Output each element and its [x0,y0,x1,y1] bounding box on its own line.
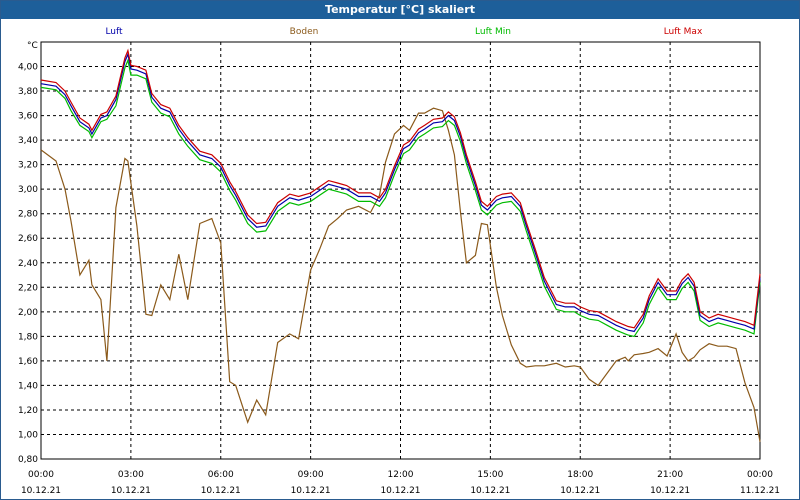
y-tick-label: 4,00 [18,63,38,73]
y-tick-label: 1,60 [18,357,38,367]
y-tick-label: 1,20 [18,406,38,416]
x-tick-date: 10.12.21 [470,486,510,496]
y-axis-label: °C [27,41,38,51]
y-tick-label: 2,20 [18,283,38,293]
grid-lines [41,42,760,460]
y-tick-label: 3,60 [18,112,38,122]
x-tick-time: 15:00 [477,470,503,480]
legend-item-luft-min: Luft Min [475,27,511,37]
series-line-luft-max [40,48,761,329]
y-tick-label: 1,80 [18,332,38,342]
x-tick-time: 06:00 [208,470,234,480]
y-tick-label: 2,00 [18,308,38,318]
y-tick-label: 3,00 [18,185,38,195]
x-tick-date: 11.12.21 [740,486,780,496]
x-tick-date: 10.12.21 [380,486,420,496]
y-tick-label: 3,40 [18,136,38,146]
x-tick-date: 10.12.21 [650,486,690,496]
series-lines [40,48,761,442]
y-tick-label: 2,60 [18,234,38,244]
legend-item-luft: Luft [105,27,123,37]
legend: Luft Boden Luft Min Luft Max [105,27,703,37]
window-title: Temperatur [°C] skaliert [1,1,799,19]
legend-item-boden: Boden [290,27,319,37]
x-tick-time: 21:00 [657,470,683,480]
x-tick-date: 10.12.21 [201,486,241,496]
x-tick-time: 12:00 [388,470,414,480]
x-tick-date: 10.12.21 [291,486,331,496]
series-line-boden [40,107,761,442]
plot-frame [40,41,761,460]
y-tick-label: 1,40 [18,381,38,391]
y-tick-label: 3,80 [18,87,38,97]
y-tick-label: 0,80 [18,455,38,465]
y-tick-label: 2,80 [18,210,38,220]
x-tick-date: 10.12.21 [21,486,61,496]
y-tick-label: 2,40 [18,259,38,269]
y-tick-label: 1,00 [18,430,38,440]
x-tick-time: 09:00 [298,470,324,480]
x-tick-date: 10.12.21 [560,486,600,496]
legend-item-luft-max: Luft Max [664,27,703,37]
series-line-luft [40,52,761,333]
x-tick-time: 00:00 [747,470,773,480]
x-tick-date: 10.12.21 [111,486,151,496]
y-axis-ticks: 4,00 3,80 3,60 3,40 3,20 3,00 2,80 2,60 2,40 2,20… [18,63,38,465]
y-tick-label: 3,20 [18,161,38,171]
x-tick-time: 00:00 [28,470,54,480]
x-tick-time: 18:00 [567,470,593,480]
series-line-luft-min [40,58,761,338]
x-axis-ticks: 00:00 10.12.21 03:00 10.12.21 06:00 10.12.21 0… [21,470,780,496]
x-tick-time: 03:00 [118,470,144,480]
